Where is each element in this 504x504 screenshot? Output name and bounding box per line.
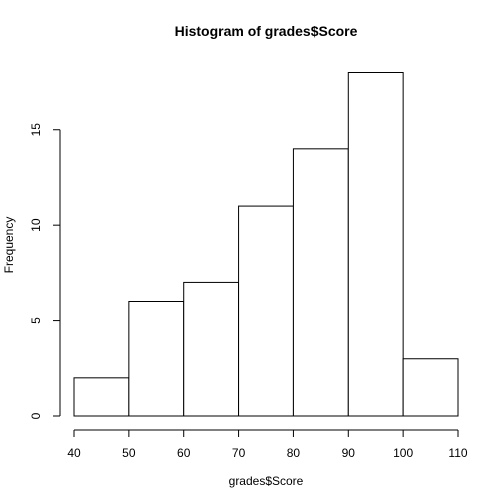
x-axis: 40 50 60 70 80 90 100 110 bbox=[67, 429, 468, 460]
y-axis-label: Frequency bbox=[2, 217, 16, 274]
y-tick-label: 10 bbox=[29, 218, 43, 232]
y-axis: 0 5 10 15 bbox=[29, 123, 61, 419]
x-tick-label: 90 bbox=[342, 446, 356, 460]
y-tick-label: 0 bbox=[29, 412, 43, 419]
y-tick-label: 15 bbox=[29, 123, 43, 137]
x-tick-label: 50 bbox=[122, 446, 136, 460]
histogram-bar-80-90 bbox=[292, 148, 349, 417]
chart-title: Histogram of grades$Score bbox=[175, 23, 358, 39]
histogram-bar-70-80 bbox=[238, 205, 294, 417]
x-tick-label: 40 bbox=[67, 446, 81, 460]
histogram-bar-50-60 bbox=[128, 301, 185, 417]
histogram-bar-90-100 bbox=[347, 72, 404, 417]
x-tick-label: 80 bbox=[287, 446, 301, 460]
histogram-bar-60-70 bbox=[183, 281, 240, 417]
y-tick-label: 5 bbox=[29, 317, 43, 324]
x-tick-label: 110 bbox=[448, 446, 467, 460]
histogram-bar-100-110 bbox=[402, 358, 459, 417]
x-axis-label: grades$Score bbox=[229, 474, 304, 488]
histogram-bars bbox=[73, 72, 459, 417]
x-tick-label: 60 bbox=[177, 446, 191, 460]
x-tick-label: 100 bbox=[393, 446, 413, 460]
histogram-bar-40-50 bbox=[73, 377, 130, 417]
x-tick-label: 70 bbox=[232, 446, 246, 460]
